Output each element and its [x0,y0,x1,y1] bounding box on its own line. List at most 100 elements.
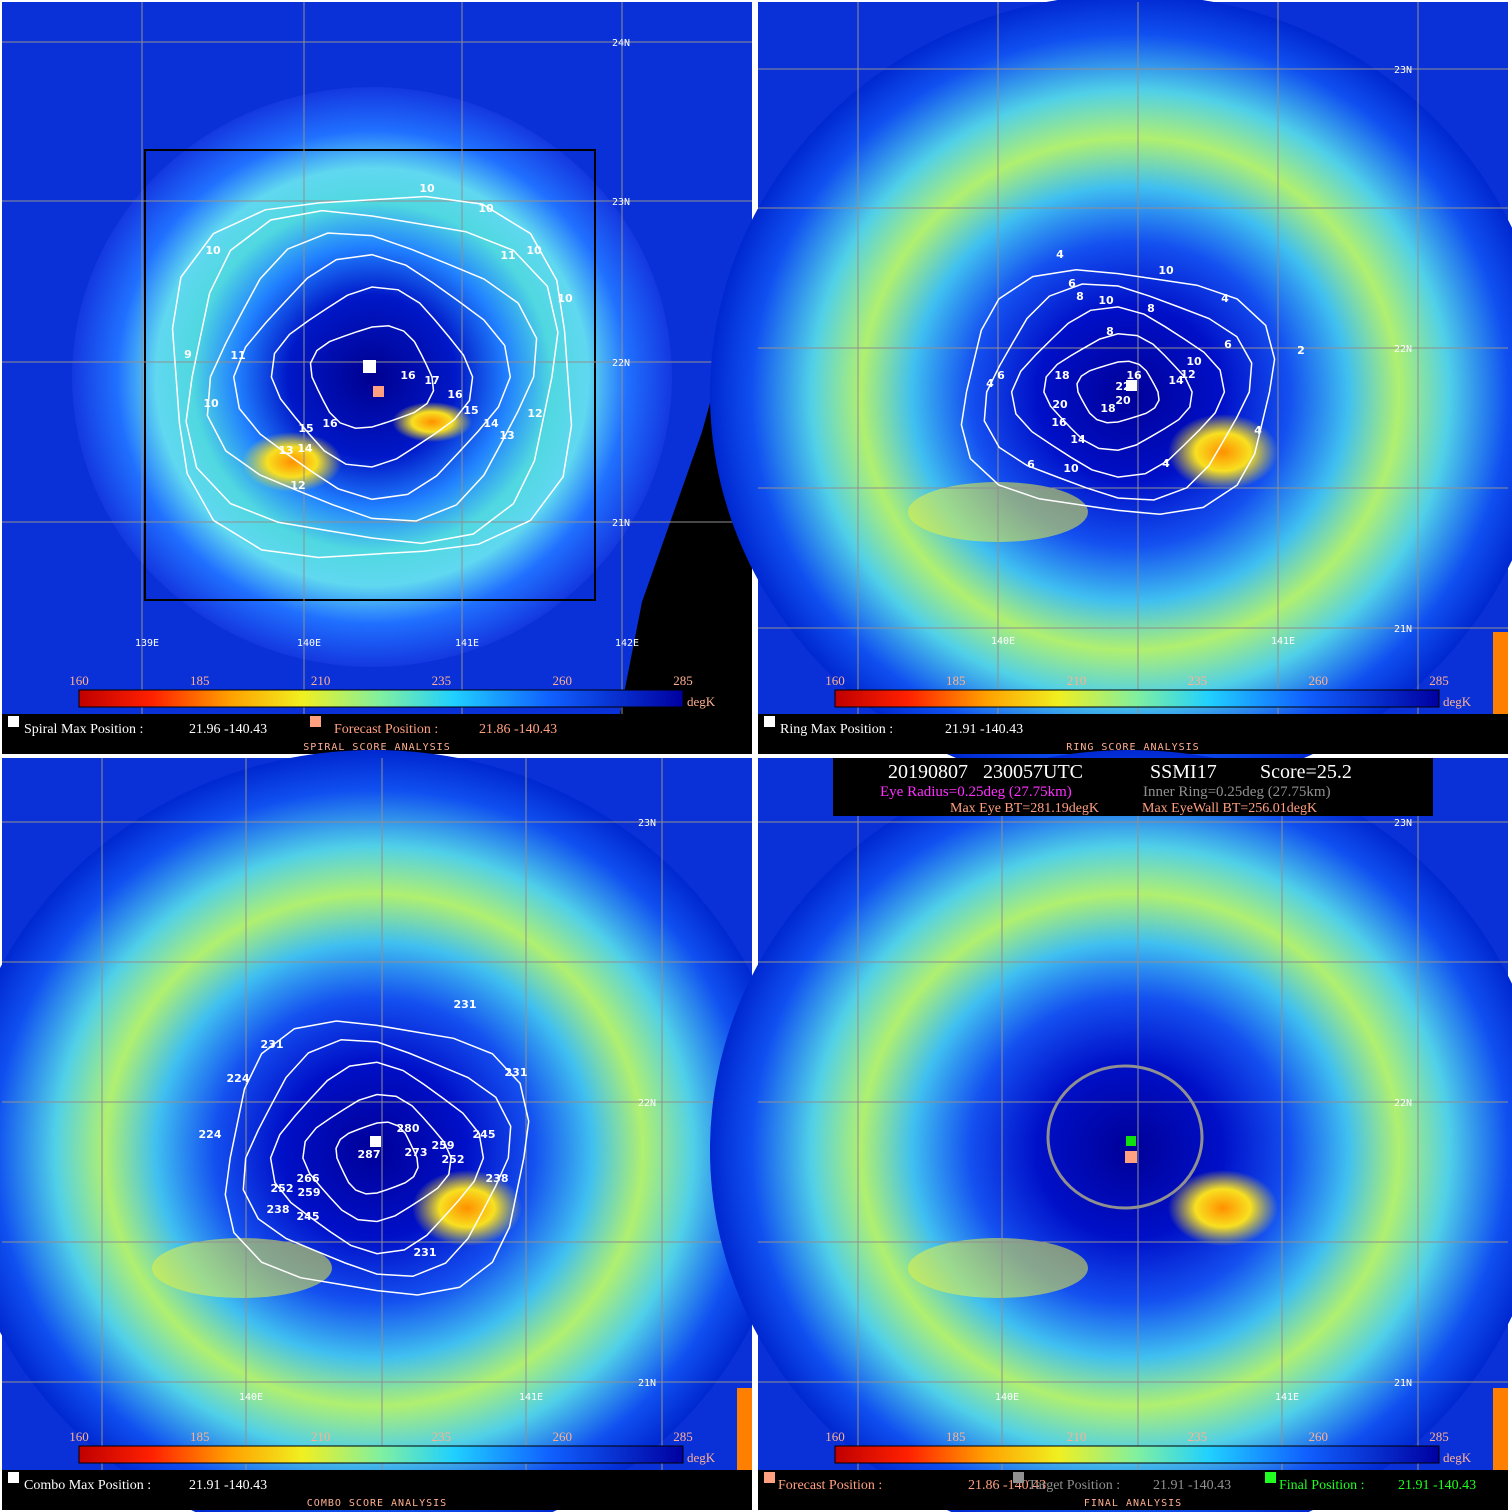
panel-title: COMBO SCORE ANALYSIS [307,1498,447,1509]
lat-label: 22N [612,358,630,369]
colorbar-tick: 235 [432,673,452,688]
contour-label: 10 [1186,355,1202,368]
contour [309,325,435,429]
hot-spot [242,432,342,492]
lat-label: 22N [1394,1098,1412,1109]
contour-label: 4 [1254,424,1262,437]
contour-label: 4 [1221,292,1229,305]
lat-label: 21N [612,518,630,529]
colorbar-tick: 160 [825,1429,845,1444]
legend-label: Final Position : [1279,1478,1365,1493]
colorbar-tick: 210 [311,1429,331,1444]
contour-label: 12 [290,479,305,492]
panel: 23N 22N 21N 140E 141E 20190807 230057UTC SSMI17… [710,750,1512,1512]
colorbar-tick: 235 [1188,673,1208,688]
colorbar-tick: 285 [673,1429,693,1444]
contour-label: 245 [473,1128,496,1141]
colorbar-tick: 160 [69,1429,89,1444]
colorbar-tick: 160 [69,673,89,688]
contour-label: 6 [1027,458,1035,471]
forecast-marker [373,386,384,397]
legend-label: Target Position : [1028,1478,1120,1493]
contour-label: 231 [505,1066,528,1079]
lat-label: 23N [1394,65,1412,76]
legend-value: 21.91 -140.43 [1398,1478,1476,1493]
colorbar-unit: degK [1443,694,1472,709]
colorbar-tick: 235 [432,1429,452,1444]
header-time: 230057UTC [983,761,1083,783]
contour [232,253,512,501]
lon-label: 141E [1271,636,1295,647]
lon-label: 140E [995,1392,1019,1403]
contour-label: 10 [419,182,435,195]
imagery-ring [710,750,1512,1512]
contour-label: 10 [1158,264,1174,277]
contour-label: 231 [261,1038,284,1051]
lat-label: 23N [1394,818,1412,829]
contour [1043,333,1193,451]
contour-label: 8 [1076,290,1084,303]
max-marker [363,360,376,373]
legend-label: Combo Max Position : [24,1478,151,1493]
contour-label: 287 [358,1148,381,1161]
colorbar-tick: 235 [1188,1429,1208,1444]
contour-label: 4 [1162,457,1170,470]
contour-label: 259 [298,1186,321,1199]
lon-label: 142E [615,638,639,649]
legend-label: Spiral Max Position : [24,722,143,737]
contour [185,209,559,545]
eye-ring [1046,1064,1204,1210]
colorbar-tick: 210 [311,673,331,688]
contour-label: 18 [1100,402,1115,415]
contour-label: 6 [1068,277,1076,290]
contour-label: 231 [414,1246,437,1259]
lat-label: 23N [612,197,630,208]
colorbar-tick: 210 [1067,1429,1087,1444]
edge-strip [1493,632,1508,714]
contour-label: 17 [424,374,439,387]
panel-title: FINAL ANALYSIS [1084,1498,1182,1509]
inner-ring: Inner Ring=0.25deg (27.75km) [1143,784,1331,800]
contour-label: 6 [997,369,1005,382]
legend-value: 21.91 -140.43 [1153,1478,1231,1493]
colorbar-tick: 185 [190,673,210,688]
contour [1076,360,1160,424]
contour-label: 252 [442,1153,465,1166]
final-marker [1126,1136,1136,1146]
contour [269,1061,485,1255]
contour-label: 14 [1168,374,1184,387]
contour-label: 20 [1115,394,1131,407]
contour-label: 14 [483,417,499,430]
contour-label: 8 [1106,325,1114,338]
colorbar-tick: 285 [673,673,693,688]
lon-label: 141E [1275,1392,1299,1403]
contour-label: 8 [1147,302,1155,315]
max-eyewall-bt: Max EyeWall BT=256.01degK [1142,801,1317,816]
imagery-ring [0,750,794,1512]
colorbar-unit: degK [1443,1450,1472,1465]
footer [758,1470,1508,1510]
lon-label: 140E [239,1392,263,1403]
warm-band [908,1238,1088,1298]
contour-label: 10 [205,244,221,257]
header-score: Score=25.2 [1260,761,1352,783]
contour-label: 16 [322,417,338,430]
contour-label: 12 [1180,368,1195,381]
panel: 24N 23N 22N 21N 139E 140E 141E 142E 10 10 10 11 10 10… [2,2,752,754]
analysis-box [144,149,596,601]
contour-label: 238 [486,1172,509,1185]
contour-label: 9 [184,348,192,361]
contour [270,286,474,468]
colorbar-tick: 260 [1308,673,1328,688]
hot-spot [1168,1170,1278,1246]
contour [960,268,1276,516]
contour-label: 224 [227,1072,250,1085]
contour-label: 6 [1224,338,1232,351]
legend-swatch [764,1472,775,1483]
max-eye-bt: Max Eye BT=281.19degK [950,801,1099,816]
eye-radius: Eye Radius=0.25deg (27.75km) [880,784,1072,800]
colorbar-tick: 285 [1429,673,1449,688]
contour-label: 16 [447,388,463,401]
legend-value: 21.91 -140.43 [945,722,1023,737]
